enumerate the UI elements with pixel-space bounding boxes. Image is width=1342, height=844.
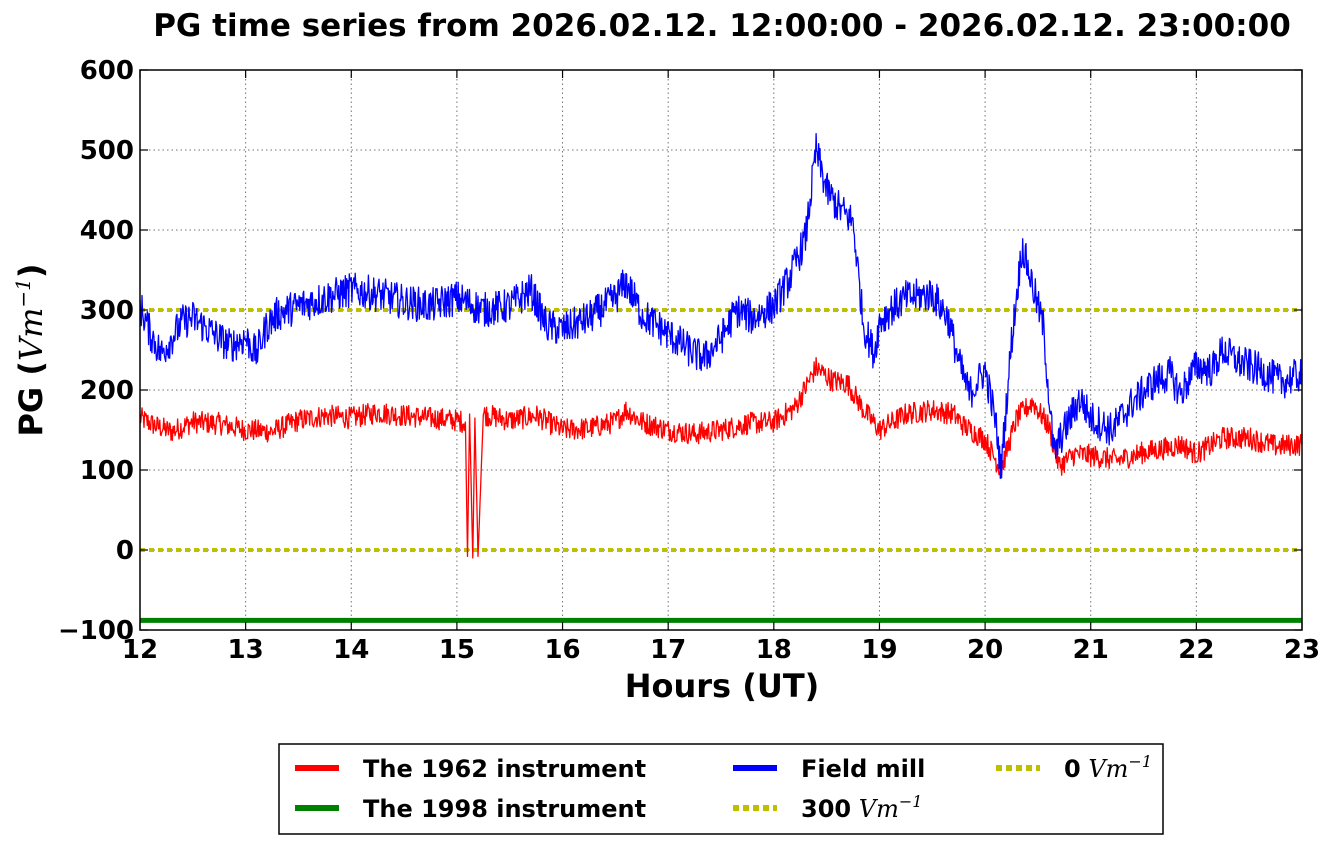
y-tick-label: 200 — [80, 376, 134, 406]
y-tick-label: 500 — [80, 136, 134, 166]
legend: The 1962 instrument The 1998 instrument Fi… — [278, 743, 1164, 835]
y-axis-label: PG (Vm−1) — [11, 263, 50, 436]
legend-label: Field mill — [801, 755, 925, 783]
legend-label: The 1998 instrument — [363, 795, 646, 823]
y-axis-label-close: ) — [12, 263, 50, 278]
grid — [140, 70, 1302, 630]
x-tick-label: 17 — [650, 635, 686, 665]
x-tick-label: 16 — [544, 635, 580, 665]
x-tick-label: 21 — [1073, 635, 1109, 665]
y-axis-label-main: PG ( — [12, 361, 50, 436]
series-lines — [139, 133, 1303, 623]
legend-label: The 1962 instrument — [363, 755, 646, 783]
x-tick-label: 19 — [861, 635, 897, 665]
x-tick-label: 23 — [1284, 635, 1320, 665]
y-tick-label: 400 — [80, 216, 134, 246]
reference-lines — [140, 308, 1302, 552]
chart-title: PG time series from 2026.02.12. 12:00:00… — [153, 8, 1291, 44]
y-axis-label-exp: −1 — [11, 278, 35, 307]
x-tick-label: 13 — [228, 635, 264, 665]
series-line-3 — [139, 133, 1303, 480]
y-tick-label: 0 — [116, 536, 134, 566]
x-tick-label: 22 — [1178, 635, 1214, 665]
series-line-1 — [139, 356, 1303, 559]
x-tick-label: 14 — [333, 635, 369, 665]
legend-box — [278, 743, 1164, 835]
legend-label: 300 Vm−1 — [801, 792, 922, 823]
x-tick-label: 15 — [439, 635, 475, 665]
y-tick-label: 100 — [80, 456, 134, 486]
y-axis-label-unit: Vm — [12, 308, 50, 361]
x-axis-label: Hours (UT) — [625, 667, 820, 705]
y-tick-label: 600 — [80, 56, 134, 86]
axis-ticks: 12 13 14 15 16 17 18 19 20 21 22 23 −100 0 100 200 300 40… — [58, 56, 1320, 665]
x-tick-label: 12 — [122, 635, 158, 665]
y-tick-label: 300 — [80, 296, 134, 326]
x-tick-label: 18 — [756, 635, 792, 665]
x-tick-label: 20 — [967, 635, 1003, 665]
y-tick-label: −100 — [58, 616, 134, 646]
plot-frame — [139, 69, 1303, 631]
legend-label: 0 Vm−1 — [1064, 752, 1152, 783]
